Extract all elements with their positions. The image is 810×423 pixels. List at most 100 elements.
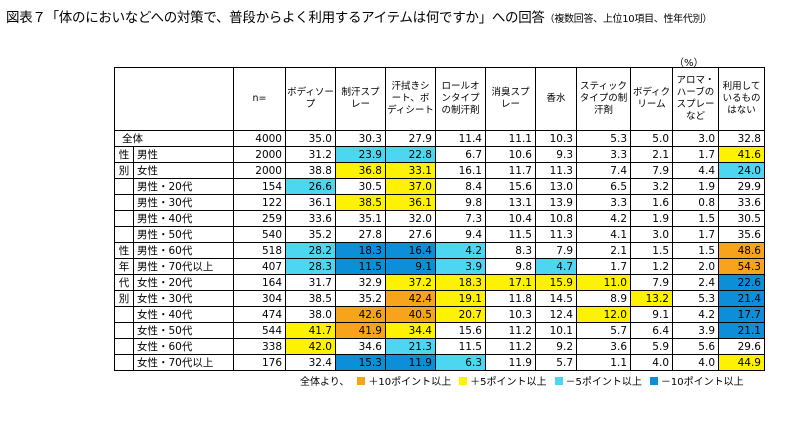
value-cell: 34.6 (335, 338, 386, 355)
row-label: 男性・20代 (133, 178, 234, 195)
legend: 全体より、 ＋10ポイント以上 ＋5ポイント以上 －5ポイント以上 －10ポイン… (300, 373, 744, 388)
group-label: 別 (114, 290, 134, 307)
group-label: 性 (114, 146, 134, 163)
value-cell: 14.5 (535, 290, 577, 307)
value-cell: 42.4 (385, 290, 436, 307)
value-cell: 4.0 (630, 354, 673, 371)
col-header: 汗拭きシート、ボディシート (385, 67, 436, 131)
legend-label-minus10: －10ポイント以上 (660, 377, 744, 388)
value-cell: 3.6 (576, 338, 631, 355)
group-label (114, 226, 134, 243)
row-label: 女性・60代 (133, 338, 234, 355)
sample-size-cell: 259 (233, 210, 286, 227)
value-cell: 11.2 (485, 338, 536, 355)
value-cell: 11.1 (485, 130, 536, 147)
value-cell: 6.7 (435, 146, 486, 163)
value-cell: 9.3 (535, 146, 577, 163)
value-cell: 38.5 (285, 290, 336, 307)
value-cell: 28.3 (285, 258, 336, 275)
table-row: 全体 4000 35.0 30.3 27.9 11.4 11.1 10.3 5.3 5.0 3.0 3… (114, 130, 765, 147)
value-cell: 4.2 (435, 242, 486, 259)
value-cell: 1.5 (672, 210, 719, 227)
value-cell: 0.8 (672, 194, 719, 211)
table-row: 性男性 2000 31.2 23.9 22.8 6.7 10.6 9.3 3.3 2.1 1.7 41… (114, 146, 765, 163)
value-cell: 42.6 (335, 306, 386, 323)
row-label: 男性・40代 (133, 210, 234, 227)
col-header: 制汗スプレー (335, 67, 386, 131)
col-header: アロマ・ハーブのスプレーなど (672, 67, 719, 131)
row-label: 男性・60代 (133, 242, 234, 259)
value-cell: 54.3 (718, 258, 765, 275)
value-cell: 3.9 (672, 322, 719, 339)
table-row: 男性・20代 154 26.6 30.5 37.0 8.4 15.6 13.0 6.5 3.2 1.… (114, 178, 765, 195)
value-cell: 10.3 (535, 130, 577, 147)
value-cell: 22.8 (385, 146, 436, 163)
value-cell: 7.9 (535, 242, 577, 259)
value-cell: 9.1 (630, 306, 673, 323)
value-cell: 3.9 (435, 258, 486, 275)
value-cell: 21.1 (718, 322, 765, 339)
value-cell: 3.3 (576, 194, 631, 211)
row-label: 女性・20代 (133, 274, 234, 291)
value-cell: 7.9 (630, 162, 673, 179)
value-cell: 5.0 (630, 130, 673, 147)
value-cell: 29.6 (718, 338, 765, 355)
value-cell: 9.1 (385, 258, 436, 275)
value-cell: 21.3 (385, 338, 436, 355)
value-cell: 1.6 (630, 194, 673, 211)
row-label: 女性・30代 (133, 290, 234, 307)
value-cell: 36.1 (285, 194, 336, 211)
table-row: 女性・40代 474 38.0 42.6 40.5 20.7 10.3 12.4 12.0 9.1… (114, 306, 765, 323)
value-cell: 35.1 (335, 210, 386, 227)
legend-label-minus5: －5ポイント以上 (565, 377, 642, 388)
sample-size-cell: 407 (233, 258, 286, 275)
value-cell: 1.9 (630, 210, 673, 227)
value-cell: 5.3 (576, 130, 631, 147)
row-label: 男性 (133, 146, 234, 163)
value-cell: 10.6 (485, 146, 536, 163)
value-cell: 11.5 (485, 226, 536, 243)
value-cell: 1.5 (630, 242, 673, 259)
group-label (114, 194, 134, 211)
value-cell: 7.4 (576, 162, 631, 179)
legend-swatch-minus10 (649, 376, 658, 385)
value-cell: 1.2 (630, 258, 673, 275)
col-header: 消臭スプレー (485, 67, 536, 131)
value-cell: 32.8 (718, 130, 765, 147)
value-cell: 11.8 (485, 290, 536, 307)
value-cell: 41.7 (285, 322, 336, 339)
value-cell: 15.6 (435, 322, 486, 339)
value-cell: 9.8 (435, 194, 486, 211)
header-row: n= ボディソープ 制汗スプレー 汗拭きシート、ボディシート ロールオンタイプの… (114, 67, 765, 131)
value-cell: 16.4 (385, 242, 436, 259)
table-row: 女性・50代 544 41.7 41.9 34.4 15.6 11.2 10.1 5.7 6.4 3… (114, 322, 765, 339)
legend-swatch-plus5 (459, 376, 468, 385)
table-row: 男性・40代 259 33.6 35.1 32.0 7.3 10.4 10.8 4.2 1.9 1.… (114, 210, 765, 227)
value-cell: 11.5 (335, 258, 386, 275)
value-cell: 28.2 (285, 242, 336, 259)
value-cell: 30.5 (718, 210, 765, 227)
sample-size-cell: 176 (233, 354, 286, 371)
row-label: 男性・50代 (133, 226, 234, 243)
value-cell: 36.1 (385, 194, 436, 211)
row-label: 女性 (133, 162, 234, 179)
value-cell: 5.7 (535, 354, 577, 371)
value-cell: 8.9 (576, 290, 631, 307)
value-cell: 33.6 (285, 210, 336, 227)
legend-label-plus10: ＋10ポイント以上 (368, 377, 452, 388)
col-header: 利用しているものはない (718, 67, 765, 131)
group-label (114, 354, 134, 371)
value-cell: 27.9 (385, 130, 436, 147)
value-cell: 35.6 (718, 226, 765, 243)
value-cell: 12.0 (576, 306, 631, 323)
table-row: 性男性・60代 518 28.2 18.3 16.4 4.2 8.3 7.9 2.1 1.5 1.5… (114, 242, 765, 259)
legend-label-plus5: ＋5ポイント以上 (470, 377, 547, 388)
value-cell: 17.1 (485, 274, 536, 291)
value-cell: 9.2 (535, 338, 577, 355)
sample-size-cell: 2000 (233, 146, 286, 163)
group-label (114, 178, 134, 195)
sample-size-cell: 544 (233, 322, 286, 339)
value-cell: 1.5 (672, 242, 719, 259)
col-header: n= (233, 67, 286, 131)
value-cell: 11.3 (535, 226, 577, 243)
